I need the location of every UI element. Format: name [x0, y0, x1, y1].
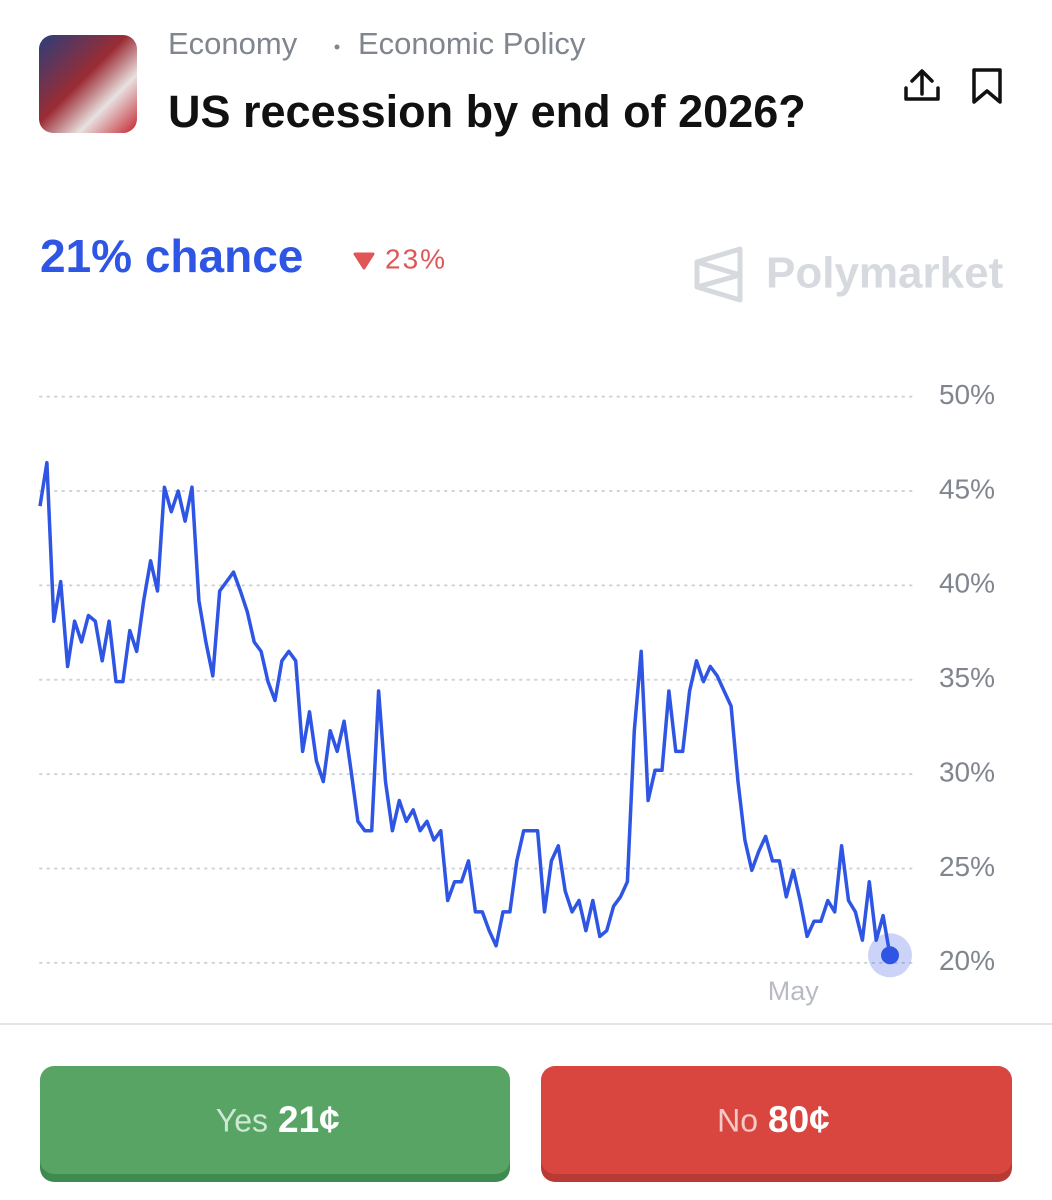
change: 23%	[385, 243, 447, 274]
chart: 20% 25% 30% 35% 40% 45% 50% May	[38, 379, 995, 1006]
brand-name: Polymarket	[766, 249, 1004, 298]
y-tick-label: 35%	[939, 662, 995, 693]
change-arrow	[353, 252, 375, 270]
separator	[334, 44, 340, 50]
share-button[interactable]	[904, 69, 940, 101]
y-tick-label: 30%	[939, 756, 995, 787]
yes-label: Yes	[216, 1102, 268, 1138]
bookmark-button[interactable]	[972, 68, 1002, 104]
brand-logo	[694, 246, 743, 303]
y-tick-label: 50%	[939, 379, 995, 410]
no-price: 80¢	[768, 1099, 830, 1140]
current-point	[881, 946, 899, 965]
market-icon	[39, 35, 137, 133]
no-label: No	[717, 1102, 758, 1138]
yes-button[interactable]	[40, 1066, 510, 1174]
y-tick-label: 45%	[939, 473, 995, 504]
chance: 21% chance	[40, 230, 303, 282]
y-tick-label: 40%	[939, 568, 995, 599]
market-title: US recession by end of 2026?	[168, 86, 806, 137]
yes-price: 21¢	[278, 1099, 340, 1140]
breadcrumb[interactable]: Economy	[168, 26, 298, 61]
no-button[interactable]	[541, 1066, 1012, 1174]
x-tick-label: May	[768, 976, 820, 1006]
y-tick-label: 25%	[939, 851, 995, 882]
breadcrumb[interactable]: Economic Policy	[358, 26, 586, 61]
y-tick-label: 20%	[939, 945, 995, 976]
price-line	[38, 460, 892, 956]
